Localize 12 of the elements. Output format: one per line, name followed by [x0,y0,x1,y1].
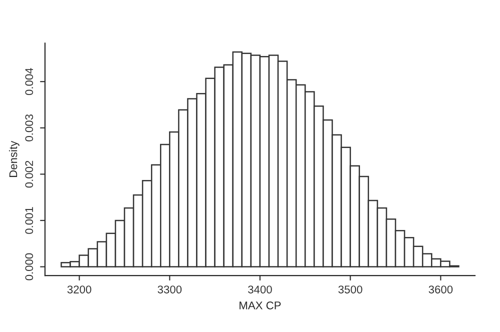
y-tick-label: 0.001 [25,207,34,234]
y-tick-label: 0.003 [25,114,34,142]
x-tick-label: 3500 [338,286,362,294]
x-tick-label: 3600 [428,286,453,294]
x-tick-label: 3300 [158,286,182,294]
x-axis-title: MAX CP [240,301,281,310]
y-tick-label: 0.002 [25,160,34,188]
x-tick-label: 3200 [67,286,92,294]
y-tick-label: 0.004 [25,68,34,96]
y-axis-title: Density [9,140,20,177]
y-tick-label: 0.000 [25,253,34,280]
x-tick-label: 3400 [248,286,272,294]
